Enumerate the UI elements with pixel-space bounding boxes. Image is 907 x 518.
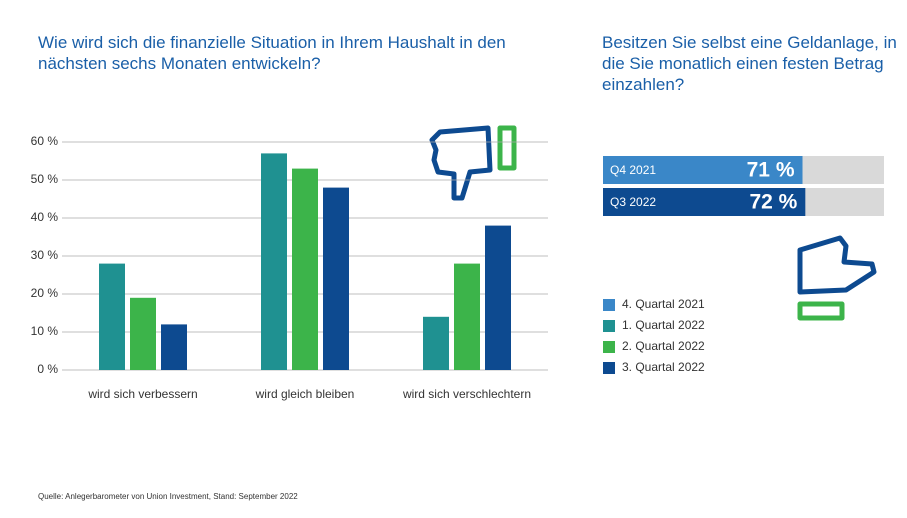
bar <box>603 188 806 216</box>
x-tick-label: wird sich verbessern <box>87 387 197 401</box>
bar <box>130 297 156 370</box>
bar <box>454 263 480 370</box>
legend-label: 3. Quartal 2022 <box>622 360 705 374</box>
bar <box>423 316 449 370</box>
bar <box>99 263 125 370</box>
bar <box>485 225 511 370</box>
legend-swatch <box>603 362 615 374</box>
y-tick-label: 10 % <box>31 324 59 338</box>
value-label: 71 % <box>747 159 795 182</box>
category-label: Q3 2022 <box>610 195 656 209</box>
thumbs-down-icon <box>429 125 517 201</box>
x-tick-label: wird sich verschlechtern <box>402 387 531 401</box>
legend-swatch <box>603 320 615 332</box>
bar <box>292 168 318 370</box>
y-tick-label: 30 % <box>31 248 59 262</box>
thumbs-up-icon <box>797 235 877 321</box>
bar <box>323 187 349 370</box>
y-tick-label: 50 % <box>31 172 59 186</box>
value-label: 72 % <box>749 191 797 214</box>
legend-label: 1. Quartal 2022 <box>622 318 705 332</box>
legend-label: 4. Quartal 2021 <box>622 297 705 311</box>
legend-swatch <box>603 341 615 353</box>
x-tick-label: wird gleich bleiben <box>255 387 355 401</box>
y-tick-label: 20 % <box>31 286 59 300</box>
bar <box>161 324 187 370</box>
source-note: Quelle: Anlegerbarometer von Union Inves… <box>38 492 298 501</box>
y-tick-label: 60 % <box>31 134 59 148</box>
y-tick-label: 40 % <box>31 210 59 224</box>
bar <box>261 153 287 370</box>
category-label: Q4 2021 <box>610 163 656 177</box>
y-tick-label: 0 % <box>37 362 58 376</box>
legend-label: 2. Quartal 2022 <box>622 339 705 353</box>
chart-title: Wie wird sich die finanzielle Situation … <box>38 33 506 73</box>
legend-swatch <box>603 299 615 311</box>
chart-title: Besitzen Sie selbst eine Geldanlage, in … <box>602 33 897 94</box>
bar <box>603 156 803 184</box>
